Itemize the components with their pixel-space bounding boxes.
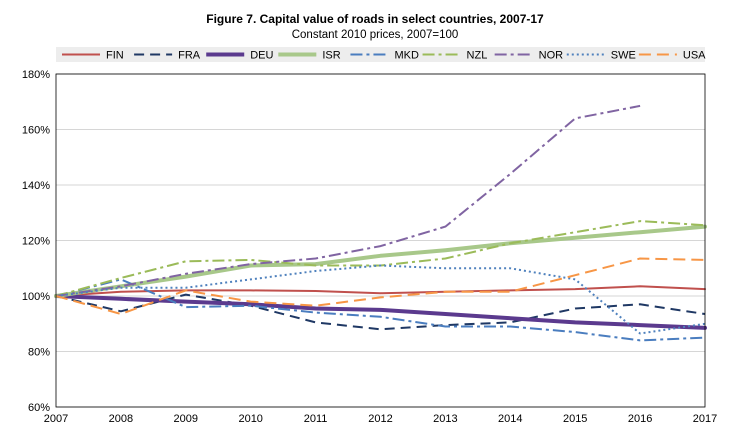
legend: FIN FRA DEU ISR MKD NZL NOR SWE USA xyxy=(56,47,706,62)
series-line-isr xyxy=(54,224,707,298)
series-line-swe xyxy=(55,264,706,335)
series-line-mkd xyxy=(55,278,706,342)
x-tick-label: 2014 xyxy=(498,413,522,425)
y-tick-label: 160% xyxy=(22,125,50,137)
chart-subtitle: Constant 2010 prices, 2007=100 xyxy=(291,29,459,41)
series-line-fin xyxy=(55,285,706,297)
chart-title: Figure 7. Capital value of roads in sele… xyxy=(206,12,544,26)
legend-label-nzl: NZL xyxy=(467,50,488,62)
series-lines xyxy=(54,104,707,342)
legend-label-swe: SWE xyxy=(611,50,636,62)
legend-label-nor: NOR xyxy=(539,50,564,62)
series-line-nor xyxy=(55,104,641,297)
x-tick-label: 2011 xyxy=(304,413,328,425)
x-tick-label: 2007 xyxy=(44,413,68,425)
y-tick-label: 120% xyxy=(22,236,50,248)
x-tick-label: 2017 xyxy=(693,413,717,425)
x-tick-label: 2012 xyxy=(368,413,392,425)
x-tick-label: 2016 xyxy=(628,413,652,425)
x-tick-label: 2009 xyxy=(174,413,198,425)
series-line-fra xyxy=(55,293,706,331)
x-tick-label: 2010 xyxy=(238,413,262,425)
y-axis-tick-labels: 60% 80% 100% 120% 140% 160% 180% xyxy=(22,69,50,414)
y-tick-label: 100% xyxy=(22,291,50,303)
y-tick-label: 140% xyxy=(22,180,50,192)
series-line-usa xyxy=(55,257,706,315)
legend-label-isr: ISR xyxy=(322,50,340,62)
x-axis-tick-labels: 2007 2008 2009 2010 2011 2012 2013 2014 2015 2016… xyxy=(44,413,717,425)
y-tick-label: 60% xyxy=(28,402,50,414)
legend-label-deu: DEU xyxy=(250,50,273,62)
legend-label-fin: FIN xyxy=(106,50,124,62)
x-tick-label: 2008 xyxy=(109,413,133,425)
legend-label-mkd: MKD xyxy=(394,50,419,62)
gridlines xyxy=(56,73,705,408)
y-tick-label: 80% xyxy=(28,347,50,359)
plot-border xyxy=(55,73,706,408)
x-tick-label: 2015 xyxy=(563,413,587,425)
legend-label-fra: FRA xyxy=(178,50,201,62)
legend-label-usa: USA xyxy=(683,50,706,62)
series-line-deu xyxy=(54,294,707,330)
x-tick-label: 2013 xyxy=(433,413,457,425)
y-tick-label: 180% xyxy=(22,69,50,81)
series-line-nzl xyxy=(55,220,706,297)
